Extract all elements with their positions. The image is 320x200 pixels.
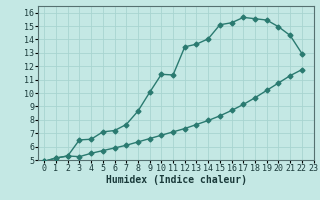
X-axis label: Humidex (Indice chaleur): Humidex (Indice chaleur) [106,175,246,185]
